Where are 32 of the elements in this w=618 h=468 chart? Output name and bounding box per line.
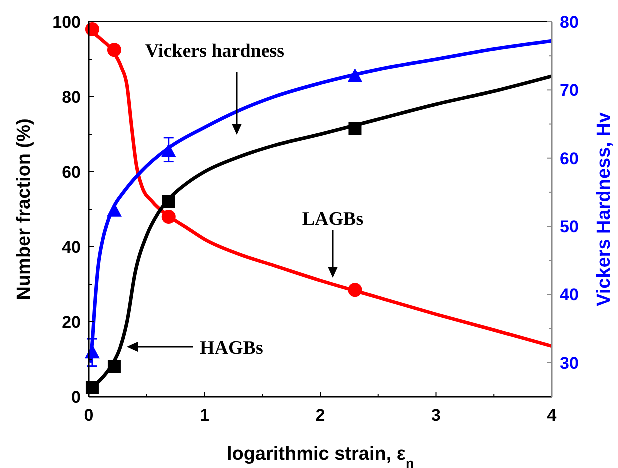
y-axis-title: Number fraction (%) (14, 118, 35, 300)
y2-tick-label: 30 (560, 354, 579, 373)
y-tick-label: 80 (62, 88, 81, 107)
point (161, 144, 176, 158)
x-axis-title: logarithmic strain, ε$_{n}$ (226, 444, 414, 468)
y2-tick-label: 60 (560, 149, 579, 168)
x-tick-label: 1 (200, 406, 210, 425)
point (108, 360, 121, 374)
x-tick-label: 0 (84, 406, 94, 425)
y2-tick-label: 50 (560, 218, 579, 237)
point (348, 122, 362, 136)
x-tick-label: 4 (547, 406, 558, 425)
y-tick-label: 60 (62, 163, 81, 182)
y2-tick-label: 40 (560, 286, 579, 305)
annotation: HAGBs (200, 338, 264, 359)
point (348, 283, 362, 298)
y2-tick-label: 70 (560, 81, 579, 100)
y-tick-label: 40 (62, 238, 81, 257)
x-tick-label: 3 (432, 406, 441, 425)
y-tick-label: 100 (52, 13, 81, 32)
x-tick-label: 2 (316, 406, 326, 425)
y2-tick-label: 80 (560, 13, 579, 32)
point (348, 68, 363, 83)
point (162, 210, 176, 224)
annotation: Vickers hardness (145, 41, 285, 62)
point (107, 43, 122, 58)
annotation: LAGBs (302, 209, 364, 230)
y-tick-label: 0 (72, 388, 81, 407)
point (162, 196, 176, 208)
y2-axis-title: Vickers Hardness, Hv (594, 112, 615, 306)
y-tick-label: 20 (62, 313, 81, 332)
point (106, 202, 122, 217)
